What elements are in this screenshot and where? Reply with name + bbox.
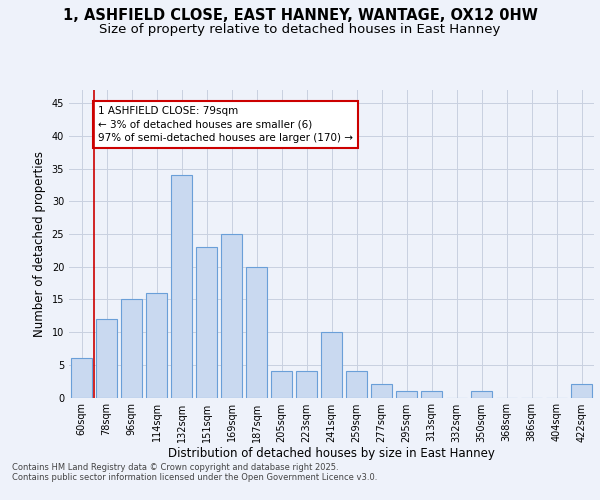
Bar xyxy=(396,391,417,398)
Bar xyxy=(271,372,292,398)
Text: 1 ASHFIELD CLOSE: 79sqm
← 3% of detached houses are smaller (6)
97% of semi-deta: 1 ASHFIELD CLOSE: 79sqm ← 3% of detached… xyxy=(98,106,353,143)
Bar xyxy=(346,372,367,398)
Bar xyxy=(146,293,167,398)
Bar xyxy=(221,234,242,398)
Bar xyxy=(71,358,92,398)
Bar xyxy=(571,384,592,398)
Bar xyxy=(421,391,442,398)
Bar xyxy=(371,384,392,398)
Bar xyxy=(121,300,142,398)
Text: Size of property relative to detached houses in East Hanney: Size of property relative to detached ho… xyxy=(100,22,500,36)
X-axis label: Distribution of detached houses by size in East Hanney: Distribution of detached houses by size … xyxy=(168,448,495,460)
Y-axis label: Number of detached properties: Number of detached properties xyxy=(33,151,46,337)
Bar xyxy=(471,391,492,398)
Bar xyxy=(171,175,192,398)
Bar xyxy=(196,247,217,398)
Bar xyxy=(321,332,342,398)
Bar xyxy=(296,372,317,398)
Bar xyxy=(246,266,267,398)
Bar xyxy=(96,319,117,398)
Text: Contains HM Land Registry data © Crown copyright and database right 2025.
Contai: Contains HM Land Registry data © Crown c… xyxy=(12,462,377,482)
Text: 1, ASHFIELD CLOSE, EAST HANNEY, WANTAGE, OX12 0HW: 1, ASHFIELD CLOSE, EAST HANNEY, WANTAGE,… xyxy=(62,8,538,22)
